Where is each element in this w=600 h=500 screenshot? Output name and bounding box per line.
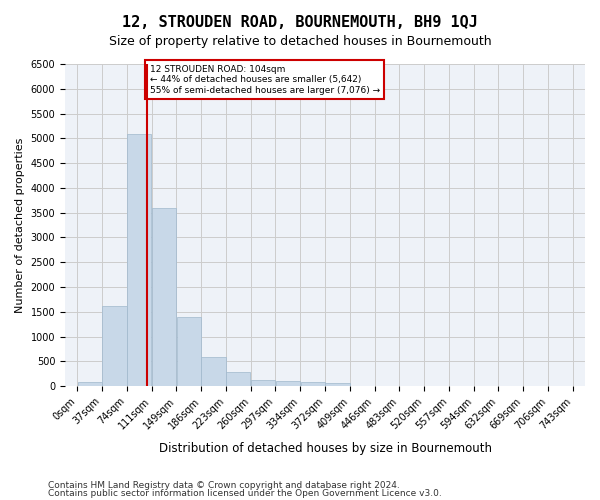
Text: 12, STROUDEN ROAD, BOURNEMOUTH, BH9 1QJ: 12, STROUDEN ROAD, BOURNEMOUTH, BH9 1QJ bbox=[122, 15, 478, 30]
Bar bbox=[276, 381, 300, 386]
Bar bbox=[127, 134, 151, 386]
Y-axis label: Number of detached properties: Number of detached properties bbox=[15, 138, 25, 313]
Bar bbox=[325, 384, 350, 386]
Text: Contains HM Land Registry data © Crown copyright and database right 2024.: Contains HM Land Registry data © Crown c… bbox=[48, 481, 400, 490]
Bar bbox=[251, 380, 275, 386]
Bar bbox=[226, 372, 250, 386]
Text: Contains public sector information licensed under the Open Government Licence v3: Contains public sector information licen… bbox=[48, 488, 442, 498]
Bar bbox=[176, 317, 201, 386]
Text: 12 STROUDEN ROAD: 104sqm
← 44% of detached houses are smaller (5,642)
55% of sem: 12 STROUDEN ROAD: 104sqm ← 44% of detach… bbox=[149, 65, 380, 95]
Bar bbox=[301, 382, 325, 386]
Bar bbox=[202, 357, 226, 386]
Text: Size of property relative to detached houses in Bournemouth: Size of property relative to detached ho… bbox=[109, 35, 491, 48]
Bar bbox=[77, 382, 102, 386]
Bar bbox=[152, 208, 176, 386]
X-axis label: Distribution of detached houses by size in Bournemouth: Distribution of detached houses by size … bbox=[158, 442, 491, 455]
Bar bbox=[103, 306, 127, 386]
